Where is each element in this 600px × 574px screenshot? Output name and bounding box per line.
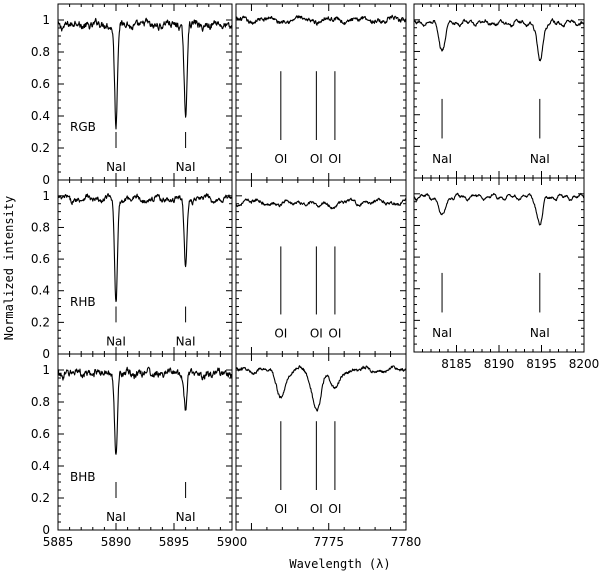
x-tick-label: 8185 (441, 357, 472, 371)
y-tick-label: 0.2 (31, 491, 50, 505)
spectrum-line (57, 193, 233, 303)
line-label: OI (328, 326, 341, 340)
y-tick-label: 0.4 (31, 459, 50, 473)
line-label: NaI (530, 326, 550, 340)
y-tick-label: 0.6 (31, 252, 50, 266)
x-tick-label: 7780 (391, 535, 422, 549)
x-axis-label: Wavelength (λ) (289, 557, 390, 571)
line-label: OI (328, 502, 341, 516)
panel-0-oi: OI OI OI (235, 3, 407, 181)
y-tick-label: 0 (42, 173, 50, 187)
panel-1-na2: NaI NaI (413, 177, 585, 353)
y-tick-label: 0.8 (31, 220, 50, 234)
x-tick-label: 8200 (569, 357, 600, 371)
y-axis-label: Normalized intensity (2, 196, 16, 341)
panel-0-na2: NaI NaI (413, 3, 585, 179)
spectrum-line (235, 14, 407, 26)
tick-labels: 0 0.2 0.4 0.6 0.8 1 0 0.2 0.4 0.6 0.8 1 0 0.2 0.4 0.6 0.… (31, 13, 599, 549)
panel-1-oi: OI OI OI (235, 179, 407, 355)
y-tick-label: 0.6 (31, 77, 50, 91)
panel-frame (57, 179, 233, 355)
line-label: NaI (432, 152, 452, 166)
x-tick-label: 5890 (101, 535, 132, 549)
y-tick-label: 0.6 (31, 427, 50, 441)
x-tick-label: 7775 (313, 535, 344, 549)
y-tick-label: 0.2 (31, 315, 50, 329)
x-tick-label: 8195 (526, 357, 557, 371)
line-label: OI (274, 152, 287, 166)
y-tick-label: 0 (42, 523, 50, 537)
line-label: OI (310, 326, 323, 340)
line-label: OI (274, 502, 287, 516)
line-label: NaI (106, 510, 126, 524)
y-tick-label: 1 (42, 189, 50, 203)
line-label: NaI (176, 334, 196, 348)
panel-2-na: NaI NaI BHB (57, 353, 233, 531)
line-label: NaI (176, 160, 196, 174)
line-label: OI (310, 502, 323, 516)
line-label: OI (274, 326, 287, 340)
y-tick-label: 0.8 (31, 395, 50, 409)
spectrum-line (235, 197, 407, 210)
star-label: RHB (70, 295, 96, 309)
line-label: OI (310, 152, 323, 166)
spectrum-line (57, 366, 233, 455)
y-tick-label: 0.4 (31, 109, 50, 123)
spectrum-line (413, 192, 585, 226)
panel-frame (57, 353, 233, 531)
line-label: NaI (530, 152, 550, 166)
line-label: NaI (176, 510, 196, 524)
panel-2-oi: OI OI OI (235, 353, 407, 531)
y-tick-label: 0.8 (31, 45, 50, 59)
spectrum-line (57, 17, 233, 130)
x-tick-label: 5885 (43, 535, 74, 549)
x-tick-label: 5895 (159, 535, 190, 549)
y-tick-label: 0.4 (31, 284, 50, 298)
line-label: NaI (106, 160, 126, 174)
y-tick-label: 1 (42, 363, 50, 377)
star-label: BHB (70, 470, 96, 484)
spectrum-line (235, 365, 407, 412)
x-tick-label: 8190 (484, 357, 515, 371)
panel-frame (57, 3, 233, 181)
line-label: OI (328, 152, 341, 166)
panel-0-na: NaI NaI RGB (57, 3, 233, 181)
x-tick-label: 5900 (217, 535, 248, 549)
line-label: NaI (106, 334, 126, 348)
y-tick-label: 0.2 (31, 141, 50, 155)
y-tick-label: 1 (42, 13, 50, 27)
star-label: RGB (70, 120, 96, 134)
line-label: NaI (432, 326, 452, 340)
y-tick-label: 0 (42, 347, 50, 361)
spectrum-line (413, 18, 585, 62)
panel-1-na: NaI NaI RHB (57, 179, 233, 355)
